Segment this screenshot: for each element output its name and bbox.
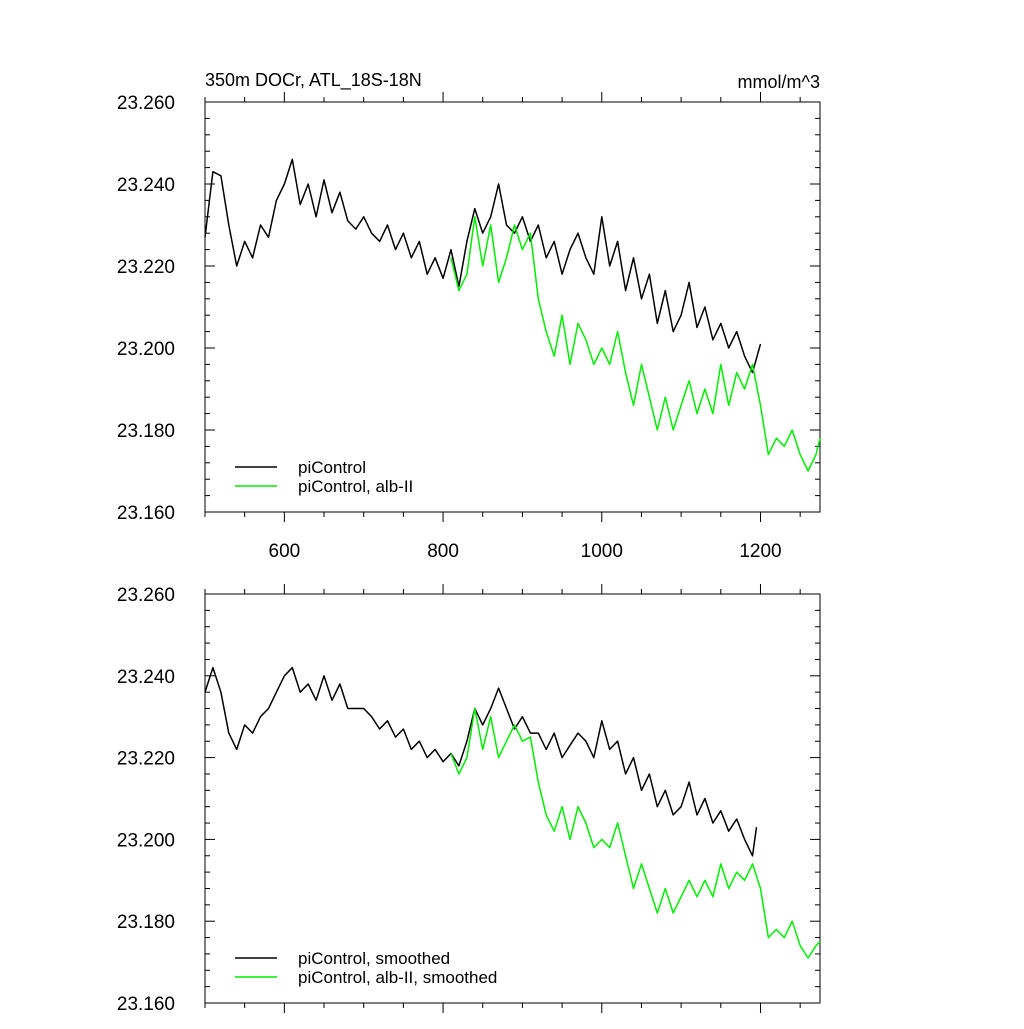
series-line-1 [450,216,821,472]
plot-frame [204,101,821,513]
legend-label: piControl [298,458,366,477]
y-tick-label: 23.200 [117,830,175,851]
y-tick-label: 23.260 [117,585,175,606]
x-tick-label: 1000 [581,541,623,562]
top-panel: 23.160 23.180 23.200 23.220 23.240 23.260 600 8… [117,70,821,562]
legend-label: piControl, alb-II [298,477,413,496]
y-tick-label: 23.260 [117,93,175,114]
bottom-panel: 23.160 23.180 23.200 23.220 23.240 23.260 piCo… [117,584,821,1015]
plot-frame [204,593,821,1004]
y-tick-label: 23.220 [117,257,175,278]
x-tick-label: 1200 [739,541,781,562]
y-tick-label: 23.240 [117,175,175,196]
units-label: mmol/m^3 [738,72,820,92]
legend-label: piControl, smoothed [298,949,450,968]
chart-title: 350m DOCr, ATL_18S-18N [205,70,422,91]
y-tick-label: 23.200 [117,339,175,360]
y-tick-label: 23.220 [117,749,175,770]
y-tick-label: 23.240 [117,667,175,688]
legend-label: piControl, alb-II, smoothed [298,968,497,987]
y-tick-label: 23.180 [117,912,175,933]
series-line-0 [204,666,758,857]
series-line-1 [450,707,821,959]
series-line-0 [204,158,762,374]
y-tick-label: 23.160 [117,994,175,1015]
y-tick-label: 23.180 [117,421,175,442]
x-tick-label: 800 [427,541,459,562]
y-tick-label: 23.160 [117,503,175,524]
x-tick-label: 600 [269,541,301,562]
